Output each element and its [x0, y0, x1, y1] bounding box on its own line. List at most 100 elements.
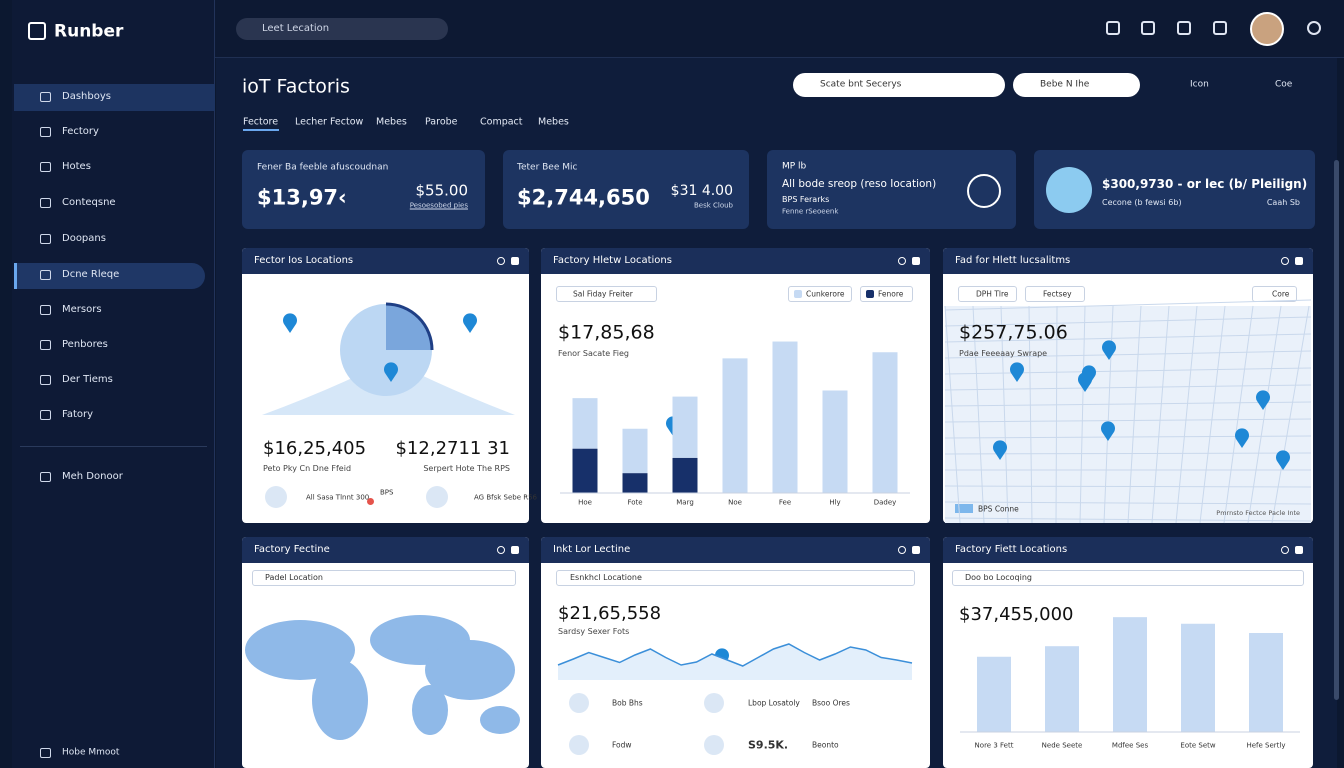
panel-icon[interactable]: [1281, 257, 1289, 265]
filter[interactable]: [952, 570, 1304, 586]
x-tick-label: Marg: [676, 498, 694, 507]
filter[interactable]: [1025, 286, 1085, 302]
nav-item[interactable]: Dashboys: [62, 91, 111, 102]
bar-segment: [622, 428, 648, 474]
filter[interactable]: [252, 570, 516, 586]
filter-label[interactable]: DPH Tlre: [976, 289, 1009, 299]
search-input[interactable]: Leet Lecation: [262, 23, 330, 34]
world-map: [480, 706, 520, 734]
nav-item[interactable]: Der Tiems: [62, 374, 113, 385]
line-area: [558, 644, 912, 680]
bar: [1045, 646, 1079, 732]
search-field[interactable]: [793, 73, 1005, 97]
nav-item[interactable]: Conteqsne: [62, 197, 116, 208]
map-road: [944, 485, 1312, 488]
panel-icon[interactable]: [1281, 546, 1289, 554]
logo: Runber: [54, 21, 124, 42]
panel-icon[interactable]: [912, 257, 920, 265]
legend-label[interactable]: Fenore: [878, 289, 904, 299]
kpi-card: [242, 150, 485, 229]
kpi-side-label: Caah Sb: [1266, 198, 1300, 207]
search-input[interactable]: Scate bnt Secerys: [820, 79, 902, 90]
metric-value: $12,2711 31: [395, 438, 510, 459]
header-action[interactable]: Coe: [1275, 79, 1293, 90]
metric-caption: Serpert Hote The RPS: [423, 464, 510, 473]
nav-item[interactable]: Fectory: [62, 126, 99, 137]
bar: [977, 656, 1011, 732]
tab[interactable]: Mebes: [538, 116, 569, 128]
x-tick-label: Hefe Sertly: [1246, 741, 1286, 750]
top-icon[interactable]: [1307, 21, 1321, 35]
panel-icon[interactable]: [497, 546, 505, 554]
panel-icon[interactable]: [1295, 257, 1303, 265]
list-item: Beonto: [812, 740, 839, 750]
nav-item[interactable]: Mersors: [62, 304, 102, 315]
dropdown[interactable]: Bebe N Ihe: [1040, 79, 1090, 90]
map-road: [1055, 305, 1058, 524]
button[interactable]: Core: [1272, 289, 1290, 299]
nav-icon: [40, 305, 51, 315]
legend-label[interactable]: Cunkerore: [806, 289, 845, 299]
tab[interactable]: Compact: [480, 116, 523, 128]
map-road: [1028, 305, 1033, 524]
filter-label[interactable]: Esnkhcl Locatione: [570, 573, 642, 582]
tab[interactable]: Lecher Fectow: [295, 116, 364, 128]
bar-segment: [672, 396, 698, 458]
nav-item[interactable]: Hobe Mmoot: [62, 747, 120, 758]
nav-item[interactable]: Meh Donoor: [62, 471, 123, 482]
nav-item[interactable]: Hotes: [62, 161, 91, 172]
list-item: S9.5K.: [748, 738, 789, 752]
map-pin: [283, 313, 297, 333]
add-button[interactable]: [967, 174, 1001, 208]
map-pin: [384, 362, 399, 382]
search-box[interactable]: [236, 18, 448, 40]
panel-icon[interactable]: [912, 546, 920, 554]
filter-label[interactable]: Sal Fiday Freiter: [573, 289, 633, 299]
header-action[interactable]: Icon: [1190, 79, 1209, 90]
top-icon[interactable]: [1106, 21, 1120, 35]
top-icon[interactable]: [1141, 21, 1155, 35]
filter[interactable]: [788, 286, 852, 302]
avatar[interactable]: [1250, 12, 1284, 46]
tab[interactable]: Mebes: [376, 116, 407, 128]
filter[interactable]: [556, 570, 915, 586]
bar: [1113, 617, 1147, 732]
filter[interactable]: [1252, 286, 1297, 302]
map-road: [944, 350, 1312, 359]
panel-icon[interactable]: [511, 257, 519, 265]
panel-icon[interactable]: [1295, 546, 1303, 554]
top-icon[interactable]: [1213, 21, 1227, 35]
world-map: [412, 685, 448, 735]
panel-icon[interactable]: [898, 257, 906, 265]
tab[interactable]: Parobe: [425, 116, 458, 128]
nav-item[interactable]: Doopans: [62, 233, 106, 244]
kpi-side-label: Fenne rSeoeenk: [782, 207, 839, 216]
map-road: [944, 316, 1312, 327]
panel-icon[interactable]: [898, 546, 906, 554]
legend-label: BPS Conne: [978, 504, 1019, 514]
panel-header: [943, 537, 1313, 563]
dropdown[interactable]: [1013, 73, 1140, 97]
filter[interactable]: [556, 286, 657, 302]
map-road: [1000, 305, 1009, 524]
filter[interactable]: [958, 286, 1017, 302]
nav-icon: [40, 410, 51, 420]
panel-icon[interactable]: [511, 546, 519, 554]
filter-label[interactable]: Padel Location: [265, 573, 323, 582]
nav-item[interactable]: Penbores: [62, 339, 108, 350]
kpi-label: Cecone (b fewsi 6b): [1102, 198, 1182, 207]
top-icon[interactable]: [1177, 21, 1191, 35]
nav-icon: [40, 748, 51, 758]
panel-title: Factory Hletw Locations: [553, 255, 672, 266]
metric-caption: Peto Pky Cn Dne Ffeid: [263, 464, 352, 473]
nav-item[interactable]: Fatory: [62, 409, 94, 420]
panel-icon[interactable]: [497, 257, 505, 265]
tab[interactable]: Fectore: [243, 116, 279, 128]
metric-caption: Pdae Feeeaay Swrape: [959, 349, 1048, 358]
filter-label[interactable]: Fectsey: [1043, 289, 1072, 299]
decor-pie-arc: [385, 302, 434, 351]
nav-item[interactable]: Dcne Rleqe: [62, 269, 120, 280]
metric-value: $37,455,000: [959, 604, 1074, 625]
kpi-side-label: Pesoesobed pies: [409, 201, 468, 210]
filter-label[interactable]: Doo bo Locoqing: [965, 573, 1032, 582]
